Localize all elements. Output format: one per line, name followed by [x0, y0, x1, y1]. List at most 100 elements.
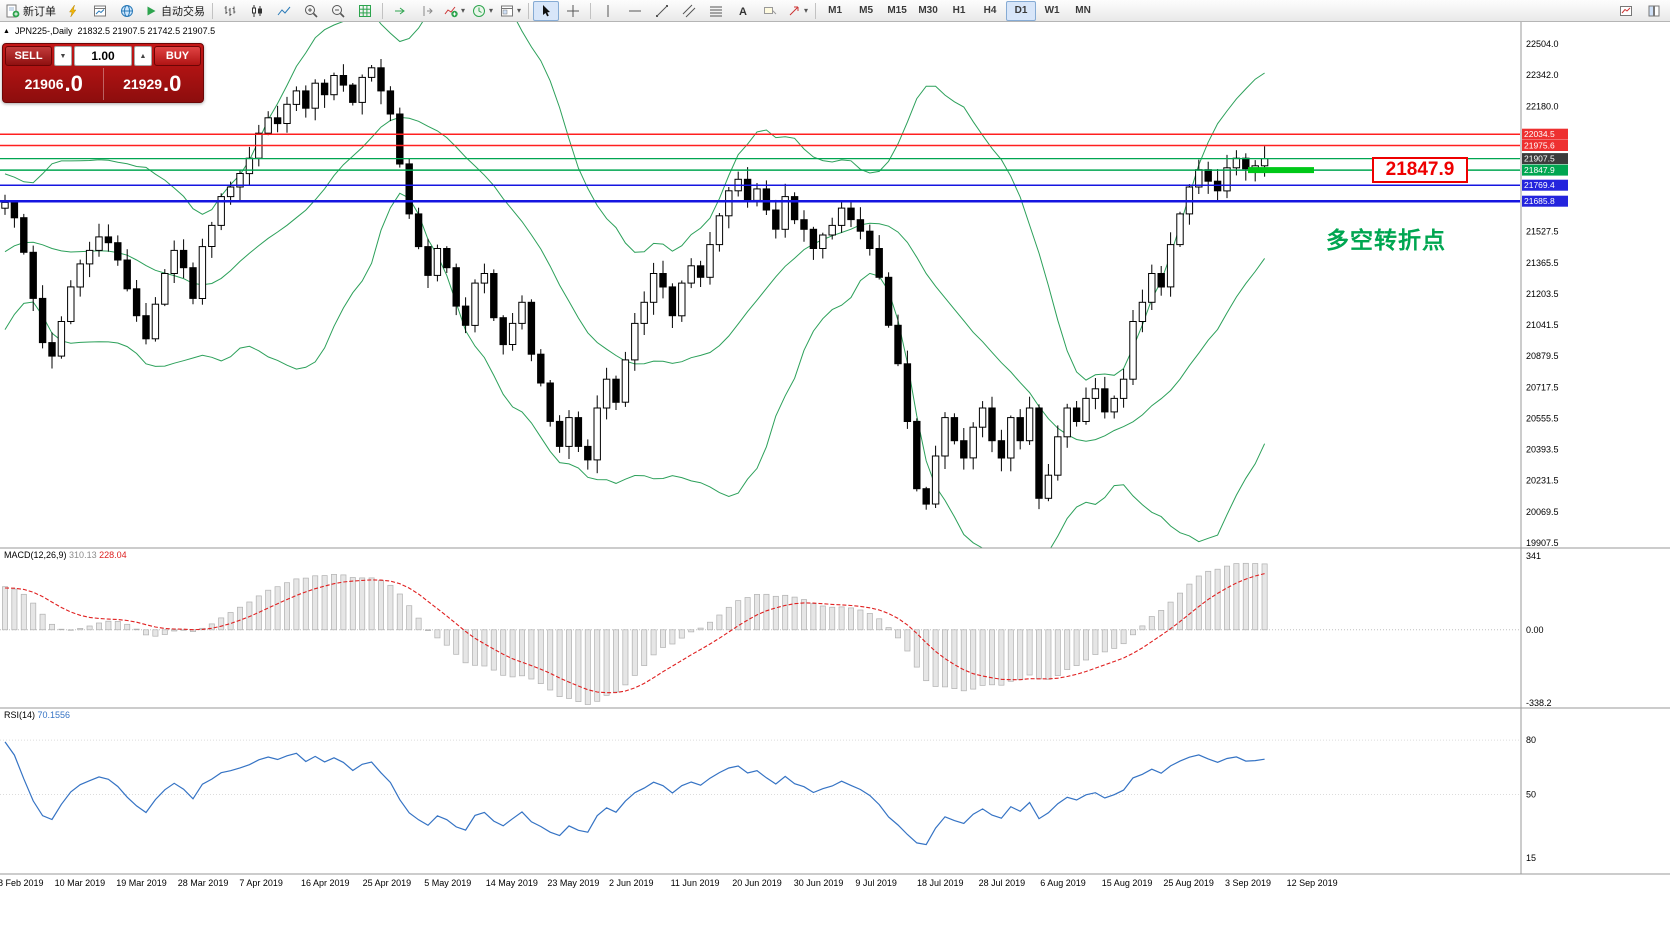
candlestick-chart-button[interactable] — [244, 1, 270, 21]
timeframe-H1[interactable]: H1 — [952, 5, 966, 16]
template-icon — [501, 5, 514, 16]
community-button[interactable] — [114, 1, 140, 21]
label-tool-button[interactable] — [757, 1, 783, 21]
svg-text:21365.5: 21365.5 — [1526, 258, 1559, 268]
trendline-icon — [656, 4, 669, 17]
mini-chart-icon — [1620, 5, 1632, 16]
price-callout-label[interactable]: 21847.9 — [1372, 157, 1468, 183]
indicators-icon — [444, 6, 458, 17]
periods-button[interactable]: ▾ — [469, 1, 496, 21]
ohlc-values: 21832.5 21907.5 21742.5 21907.5 — [77, 26, 216, 36]
volume-decrease-button[interactable]: ▼ — [54, 46, 72, 66]
svg-text:341: 341 — [1526, 551, 1541, 561]
svg-text:21685.8: 21685.8 — [1524, 196, 1555, 206]
chart-shift-button[interactable] — [414, 1, 440, 21]
rsi-value: 70.1556 — [37, 710, 71, 720]
chart-canvas[interactable]: 22034.521975.621907.521847.921769.421685… — [0, 22, 1670, 948]
one-click-trading-panel: SELL ▼ 1.00 ▲ BUY 21906 .0 21929 .0 — [2, 43, 204, 103]
auto-scroll-button[interactable] — [387, 1, 413, 21]
svg-text:16 Apr 2019: 16 Apr 2019 — [301, 878, 350, 888]
chart-shift-icon — [423, 5, 433, 16]
auto-scroll-icon — [395, 7, 405, 14]
globe-icon — [121, 4, 133, 17]
price-tag-21907.5 — [1522, 153, 1568, 165]
svg-text:21203.5: 21203.5 — [1526, 289, 1559, 299]
auto-trading-button[interactable]: 自动交易 — [141, 1, 208, 21]
volume-input[interactable]: 1.00 — [74, 46, 132, 66]
arrows-tool-button[interactable]: ▾ — [784, 1, 811, 21]
chart-profile-button[interactable] — [1641, 1, 1667, 21]
new-order-label: 新订单 — [23, 5, 56, 18]
collapse-arrow-icon[interactable]: ▲ — [3, 27, 10, 35]
svg-text:6 Aug 2019: 6 Aug 2019 — [1040, 878, 1086, 888]
svg-text:50: 50 — [1526, 790, 1536, 800]
play-icon — [147, 6, 156, 15]
volume-increase-button[interactable]: ▲ — [134, 46, 152, 66]
buy-price[interactable]: 21929 .0 — [123, 71, 182, 97]
indicators-button[interactable]: ▾ — [441, 1, 468, 21]
quick-action-button[interactable] — [60, 1, 86, 21]
svg-text:21847.9: 21847.9 — [1524, 165, 1555, 175]
timeframe-H4[interactable]: H4 — [983, 5, 997, 16]
svg-text:22180.0: 22180.0 — [1526, 101, 1559, 111]
chart-title: ▲ JPN225-,Daily 21832.5 21907.5 21742.5 … — [3, 26, 215, 36]
svg-text:30 Jun 2019: 30 Jun 2019 — [794, 878, 844, 888]
svg-text:19 Mar 2019: 19 Mar 2019 — [116, 878, 167, 888]
macd-signal-value: 228.04 — [99, 550, 127, 560]
turning-point-annotation[interactable]: 多空转折点 — [1326, 227, 1446, 253]
rsi-panel — [0, 739, 1520, 846]
axes: 22034.521975.621907.521847.921769.421685… — [0, 22, 1670, 888]
horizontal-line-tool-button[interactable] — [622, 1, 648, 21]
timeframe-M1[interactable]: M1 — [828, 5, 843, 16]
line-chart-button[interactable] — [271, 1, 297, 21]
timeframe-M15[interactable]: M15 — [887, 5, 907, 16]
timeframe-M5[interactable]: M5 — [859, 5, 874, 16]
candles — [1, 59, 1269, 510]
cursor-button[interactable] — [533, 0, 560, 21]
svg-text:28 Jul 2019: 28 Jul 2019 — [979, 878, 1026, 888]
new-chart-shortcut-button[interactable] — [1613, 1, 1639, 21]
svg-text:20069.5: 20069.5 — [1526, 507, 1559, 517]
zoom-in-button[interactable] — [298, 1, 324, 21]
price-tag-22034.5 — [1522, 128, 1568, 140]
profile-windows-icon — [1648, 5, 1660, 16]
buy-button[interactable]: BUY — [154, 46, 201, 66]
dropdown-caret-icon: ▾ — [461, 5, 466, 15]
timeframe-M30[interactable]: M30 — [918, 5, 938, 16]
svg-text:-338.2: -338.2 — [1526, 698, 1552, 708]
templates-button[interactable]: ▾ — [497, 1, 524, 21]
svg-text:7 Apr 2019: 7 Apr 2019 — [239, 878, 283, 888]
timeframe-D1[interactable]: D1 — [1006, 0, 1037, 21]
fibonacci-tool-button[interactable] — [703, 1, 729, 21]
zoom-out-button[interactable] — [325, 1, 351, 21]
svg-text:20555.5: 20555.5 — [1526, 414, 1559, 424]
svg-text:22034.5: 22034.5 — [1524, 129, 1555, 139]
channel-tool-button[interactable] — [676, 1, 702, 21]
crosshair-button[interactable] — [560, 1, 586, 21]
horizontal-line-icon — [629, 10, 642, 11]
bar-chart-button[interactable] — [217, 1, 243, 21]
clock-icon — [473, 4, 486, 17]
timeframe-W1[interactable]: W1 — [1044, 5, 1060, 16]
price-tag-21847.9 — [1522, 164, 1568, 176]
vertical-line-icon — [607, 4, 609, 17]
svg-text:5 May 2019: 5 May 2019 — [424, 878, 471, 888]
svg-text:12 Sep 2019: 12 Sep 2019 — [1287, 878, 1338, 888]
svg-text:2 Jun 2019: 2 Jun 2019 — [609, 878, 654, 888]
sell-price[interactable]: 21906 .0 — [5, 68, 104, 100]
new-order-button[interactable]: 新订单 — [3, 1, 59, 21]
trendline-tool-button[interactable] — [649, 1, 675, 21]
dropdown-caret-icon: ▾ — [804, 5, 809, 15]
bar-chart-icon — [224, 5, 236, 16]
svg-text:21041.5: 21041.5 — [1526, 320, 1559, 330]
new-chart-button[interactable] — [87, 1, 113, 21]
price-panel — [0, 22, 1520, 548]
sell-button[interactable]: SELL — [5, 46, 52, 66]
svg-text:23 May 2019: 23 May 2019 — [547, 878, 599, 888]
timeframe-MN[interactable]: MN — [1075, 5, 1091, 16]
vertical-line-tool-button[interactable] — [595, 1, 621, 21]
hline-highlight-segment[interactable] — [1248, 167, 1314, 174]
text-tool-button[interactable]: A — [730, 1, 756, 21]
svg-text:9 Jul 2019: 9 Jul 2019 — [855, 878, 897, 888]
grid-button[interactable] — [352, 1, 378, 21]
